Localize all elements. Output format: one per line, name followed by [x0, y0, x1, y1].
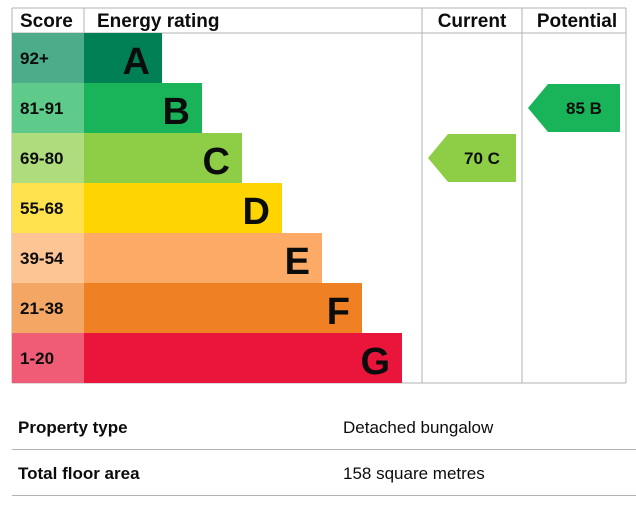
epc-rating-chart: Score Energy rating Current Potential 92…: [11, 7, 627, 384]
band-a-score-label: 92+: [20, 49, 49, 68]
total-floor-area-value: 158 square metres: [343, 464, 485, 483]
band-b-letter: B: [163, 91, 190, 133]
band-g-score-label: 1-20: [20, 349, 54, 368]
band-f-bar: [84, 283, 362, 333]
rating-markers: 70 C 85 B: [428, 84, 620, 182]
column-headers: Score Energy rating Current Potential: [20, 11, 617, 32]
band-b-score-cell: [12, 83, 84, 133]
energy-rating-column-header: Energy rating: [97, 11, 219, 32]
band-b: 81-91 B: [12, 83, 202, 133]
potential-rating-marker-label: 85 B: [566, 99, 602, 118]
current-rating-marker-arrow: [428, 134, 516, 182]
band-g-score-cell: [12, 333, 84, 383]
potential-rating-marker-arrow: [528, 84, 620, 132]
band-c-bar: [84, 133, 242, 183]
band-a-letter: A: [123, 41, 150, 83]
band-e-score-label: 39-54: [20, 249, 64, 268]
potential-rating-marker: 85 B: [528, 84, 620, 132]
total-floor-area-label: Total floor area: [18, 464, 140, 483]
band-e: 39-54 E: [12, 233, 322, 283]
property-details: Property type Detached bungalow Total fl…: [12, 404, 636, 496]
band-g: 1-20 G: [12, 333, 402, 383]
band-f-score-label: 21-38: [20, 299, 63, 318]
band-c: 69-80 C: [12, 133, 242, 183]
band-d-bar: [84, 183, 282, 233]
band-g-letter: G: [360, 341, 390, 383]
band-g-bar: [84, 333, 402, 383]
band-e-letter: E: [285, 241, 310, 283]
band-f-score-cell: [12, 283, 84, 333]
band-d-letter: D: [243, 191, 270, 233]
potential-column-header: Potential: [537, 11, 617, 32]
current-column-header: Current: [438, 11, 507, 32]
band-c-score-label: 69-80: [20, 149, 63, 168]
property-type-value: Detached bungalow: [343, 418, 494, 437]
band-f-letter: F: [327, 291, 350, 333]
current-rating-marker: 70 C: [428, 134, 516, 182]
property-type-row: Property type Detached bungalow: [12, 404, 636, 450]
property-type-label: Property type: [18, 418, 128, 437]
band-a-score-cell: [12, 33, 84, 83]
band-a-bar: [84, 33, 162, 83]
rating-bands: 92+ A 81-91 B 69-80 C 55-68 D 39-54 E 21-38 F 1-20 G: [12, 33, 402, 383]
band-e-bar: [84, 233, 322, 283]
current-rating-marker-label: 70 C: [464, 149, 500, 168]
band-f: 21-38 F: [12, 283, 362, 333]
band-d-score-label: 55-68: [20, 199, 63, 218]
band-d: 55-68 D: [12, 183, 282, 233]
band-c-letter: C: [203, 141, 230, 183]
total-floor-area-row: Total floor area 158 square metres: [12, 450, 636, 496]
band-a: 92+ A: [12, 33, 162, 83]
band-d-score-cell: [12, 183, 84, 233]
band-e-score-cell: [12, 233, 84, 283]
band-b-score-label: 81-91: [20, 99, 63, 118]
band-c-score-cell: [12, 133, 84, 183]
band-b-bar: [84, 83, 202, 133]
score-column-header: Score: [20, 11, 73, 32]
